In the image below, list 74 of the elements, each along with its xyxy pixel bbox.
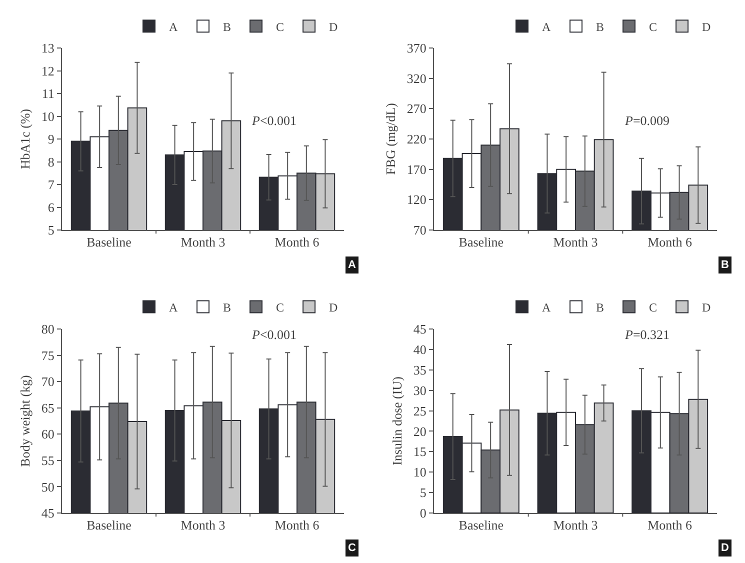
- x-tick-label: Baseline: [458, 234, 504, 250]
- y-tick-label: 11: [42, 86, 54, 102]
- x-tick-label: Baseline: [86, 518, 132, 533]
- y-tick-label: 270: [406, 101, 426, 116]
- legend-label: C: [649, 300, 658, 314]
- annotation: P=0.009: [624, 113, 670, 128]
- y-tick-label: 120: [406, 192, 426, 208]
- legend-label: C: [276, 300, 284, 314]
- x-tick-label: Month 3: [180, 518, 226, 533]
- legend-label: B: [223, 20, 232, 34]
- text: D: [721, 542, 729, 554]
- legend-label: D: [329, 20, 338, 34]
- x-tick-label: Baseline: [458, 518, 504, 533]
- legend-label: C: [276, 20, 284, 34]
- x-tick-label: Month 3: [553, 518, 598, 533]
- y-tick-label: 9: [48, 132, 54, 147]
- legend-label: A: [542, 300, 551, 314]
- legend-label: A: [542, 20, 551, 34]
- y-tick-label: 70: [413, 222, 426, 238]
- y-tick-label: 45: [41, 506, 54, 521]
- legend-label: D: [702, 20, 712, 34]
- y-tick-label: 8: [48, 154, 54, 170]
- legend-label: A: [169, 300, 178, 314]
- y-tick-label: 13: [41, 40, 54, 56]
- y-tick-label: 370: [406, 40, 426, 56]
- text: B: [721, 259, 729, 271]
- text: A: [348, 259, 356, 271]
- y-tick-label: 30: [413, 382, 426, 398]
- legend-label: C: [649, 20, 658, 34]
- y-axis-title: FBG (mg/dL): [382, 103, 398, 175]
- x-tick-label: Month 6: [648, 234, 693, 250]
- y-tick-label: 75: [41, 348, 54, 363]
- y-tick-label: 220: [406, 132, 426, 147]
- x-tick-label: Month 6: [274, 234, 320, 250]
- y-axis-title: Body weight (kg): [17, 375, 32, 467]
- y-tick-label: 20: [413, 424, 426, 439]
- y-tick-label: 25: [413, 403, 426, 418]
- y-tick-label: 0: [420, 506, 426, 521]
- y-tick-label: 70: [41, 374, 54, 390]
- legend-label: B: [596, 20, 604, 34]
- annotation: P<0.001: [251, 327, 297, 342]
- x-tick-label: Month 3: [553, 234, 598, 250]
- annotation: P=0.321: [624, 327, 670, 342]
- y-axis-title: HbA1c (%): [17, 108, 32, 170]
- y-tick-label: 5: [48, 222, 54, 238]
- y-tick-label: 65: [41, 400, 54, 416]
- y-tick-label: 50: [41, 479, 54, 494]
- y-tick-label: 55: [41, 452, 54, 468]
- legend-label: A: [169, 20, 178, 34]
- y-tick-label: 10: [413, 464, 426, 480]
- x-tick-label: Month 6: [274, 518, 320, 533]
- y-tick-label: 5: [420, 485, 426, 500]
- y-tick-label: 320: [406, 70, 426, 86]
- legend-label: B: [223, 300, 232, 314]
- y-axis-title: Insulin dose (IU): [389, 376, 404, 466]
- y-tick-label: 6: [48, 200, 55, 215]
- y-tick-label: 10: [41, 108, 54, 124]
- x-tick-label: Month 6: [648, 518, 693, 533]
- y-tick-label: 7: [48, 177, 55, 192]
- y-tick-label: 80: [41, 322, 54, 337]
- x-tick-label: Month 3: [180, 234, 226, 250]
- annotation: P<0.001: [251, 113, 297, 128]
- legend-label: B: [596, 300, 604, 314]
- y-tick-label: 12: [41, 63, 54, 78]
- x-tick-label: Baseline: [86, 234, 132, 250]
- legend-label: D: [702, 300, 712, 314]
- y-tick-label: 45: [413, 322, 426, 337]
- y-tick-label: 170: [406, 162, 426, 177]
- legend-label: D: [329, 300, 338, 314]
- y-tick-label: 40: [413, 342, 426, 357]
- y-tick-label: 35: [413, 362, 426, 378]
- text: C: [348, 542, 356, 554]
- y-tick-label: 15: [413, 444, 426, 460]
- y-tick-label: 60: [41, 426, 54, 442]
